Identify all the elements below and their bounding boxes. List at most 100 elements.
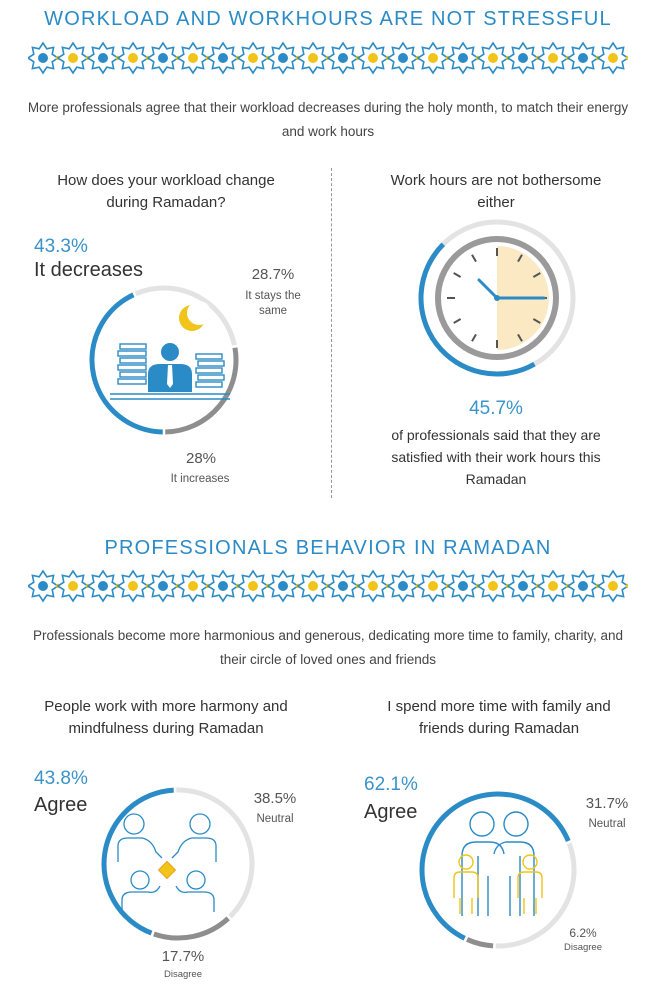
workload-donut-chart (89, 285, 239, 435)
ornament-row-1 (28, 41, 628, 75)
harmony-question: People work with more harmony and mindfu… (44, 698, 288, 737)
family-disagree-label: Disagree (563, 942, 603, 953)
star-ornament (146, 41, 181, 75)
star-ornament (28, 569, 61, 603)
star-ornament (476, 41, 511, 75)
clock-icon (435, 236, 559, 360)
star-ornament (28, 41, 61, 75)
star-ornament (176, 569, 211, 603)
star-ornament (356, 41, 391, 75)
children-figures (453, 854, 543, 914)
clock-tick (471, 333, 477, 342)
star-ornament (386, 41, 421, 75)
star-ornament (296, 569, 331, 603)
star-ornament (596, 41, 628, 75)
star-ornament (86, 41, 121, 75)
star-ornament (536, 569, 571, 603)
star-ornament (266, 569, 301, 603)
workhours-donut-chart (418, 219, 576, 377)
star-ornament (236, 41, 271, 75)
star-ornament (536, 41, 571, 75)
worker-figure (148, 343, 192, 392)
column-divider (331, 168, 332, 498)
star-ornament (476, 569, 511, 603)
clock-tick (517, 333, 523, 342)
section-title-behavior: PROFESSIONALS BEHAVIOR IN RAMADAN (104, 537, 552, 559)
clock-tick (532, 272, 541, 278)
star-ornament (176, 41, 211, 75)
star-ornament (326, 569, 361, 603)
increases-label: It increases (170, 473, 230, 485)
family-neutral-percent: 31.7% (585, 795, 629, 812)
star-ornament (416, 41, 451, 75)
harmony-neutral-label: Neutral (256, 813, 294, 825)
star-ornament (386, 569, 421, 603)
workhours-percent: 45.7% (469, 398, 523, 419)
family-neutral-label: Neutral (588, 818, 626, 830)
donut-slice-it-increases (165, 347, 239, 435)
star-ornament (506, 41, 541, 75)
star-ornament (596, 569, 628, 603)
star-ornament (296, 41, 331, 75)
harmony-disagree-label: Disagree (163, 969, 203, 980)
star-ornament (326, 41, 361, 75)
family-question: I spend more time with family and friend… (387, 698, 611, 737)
star-ornament (566, 569, 601, 603)
star-ornament (266, 41, 301, 75)
clock-tick (453, 272, 462, 278)
same-label: It stays the same (245, 290, 301, 317)
same-percent: 28.7% (251, 266, 295, 283)
section-title-workload: WORKLOAD AND WORKHOURS ARE NOT STRESSFUL (44, 8, 612, 30)
donut-slice-it-stays-the-same (134, 285, 237, 346)
star-ornament (116, 41, 151, 75)
star-ornament (446, 41, 481, 75)
workhours-question: Work hours are not bothersome either (390, 172, 602, 211)
harmony-disagree-percent: 17.7% (161, 948, 205, 965)
clock-tick (532, 318, 541, 324)
family-donut-ring (419, 791, 577, 949)
decreases-percent: 43.3% (34, 236, 88, 257)
workhours-caption: of professionals said that they are sati… (391, 427, 601, 487)
office-worker-icon (110, 343, 230, 400)
family-agree-percent: 62.1% (364, 774, 418, 795)
clock-tick (471, 254, 477, 263)
harmony-neutral-percent: 38.5% (253, 790, 297, 807)
handshake-icon (157, 860, 177, 880)
star-ornament-border (28, 569, 628, 603)
decreases-label: It decreases (34, 259, 143, 281)
workload-question: How does your workload change during Ram… (57, 172, 275, 211)
donut-slice-neutral (176, 787, 255, 919)
star-ornament (116, 569, 151, 603)
star-ornament (86, 569, 121, 603)
workhours-donut-ring (418, 219, 576, 377)
increases-percent: 28% (185, 450, 217, 467)
crescent-moon-icon (179, 301, 211, 331)
clock-tick (517, 254, 523, 263)
donut-slice-disagree (153, 916, 230, 941)
star-ornament (56, 41, 91, 75)
donut-slice-satisfied (418, 242, 536, 377)
harmony-agree-percent: 43.8% (34, 768, 88, 789)
section-subtitle: More professionals agree that their work… (27, 100, 629, 139)
harmony-donut-chart (101, 787, 255, 941)
workload-donut-ring (89, 285, 239, 435)
star-ornament (566, 41, 601, 75)
section-subtitle: Professionals become more harmonious and… (32, 628, 624, 667)
team-meeting-icon (117, 813, 217, 912)
star-ornament (236, 569, 271, 603)
harmony-donut-ring (101, 787, 255, 941)
star-ornament (446, 569, 481, 603)
donut-slice-neutral (495, 842, 577, 949)
donut-slice-it-decreases (89, 292, 163, 435)
donut-slice-disagree (466, 937, 494, 949)
ornament-row-2 (28, 569, 628, 603)
clock-tick (453, 318, 462, 324)
star-ornament (356, 569, 391, 603)
family-disagree-percent: 6.2% (569, 926, 597, 940)
family-donut-chart (419, 791, 577, 949)
star-ornament (146, 569, 181, 603)
harmony-agree-label: Agree (34, 794, 88, 816)
star-ornament (206, 569, 241, 603)
star-ornament (56, 569, 91, 603)
star-ornament (506, 569, 541, 603)
